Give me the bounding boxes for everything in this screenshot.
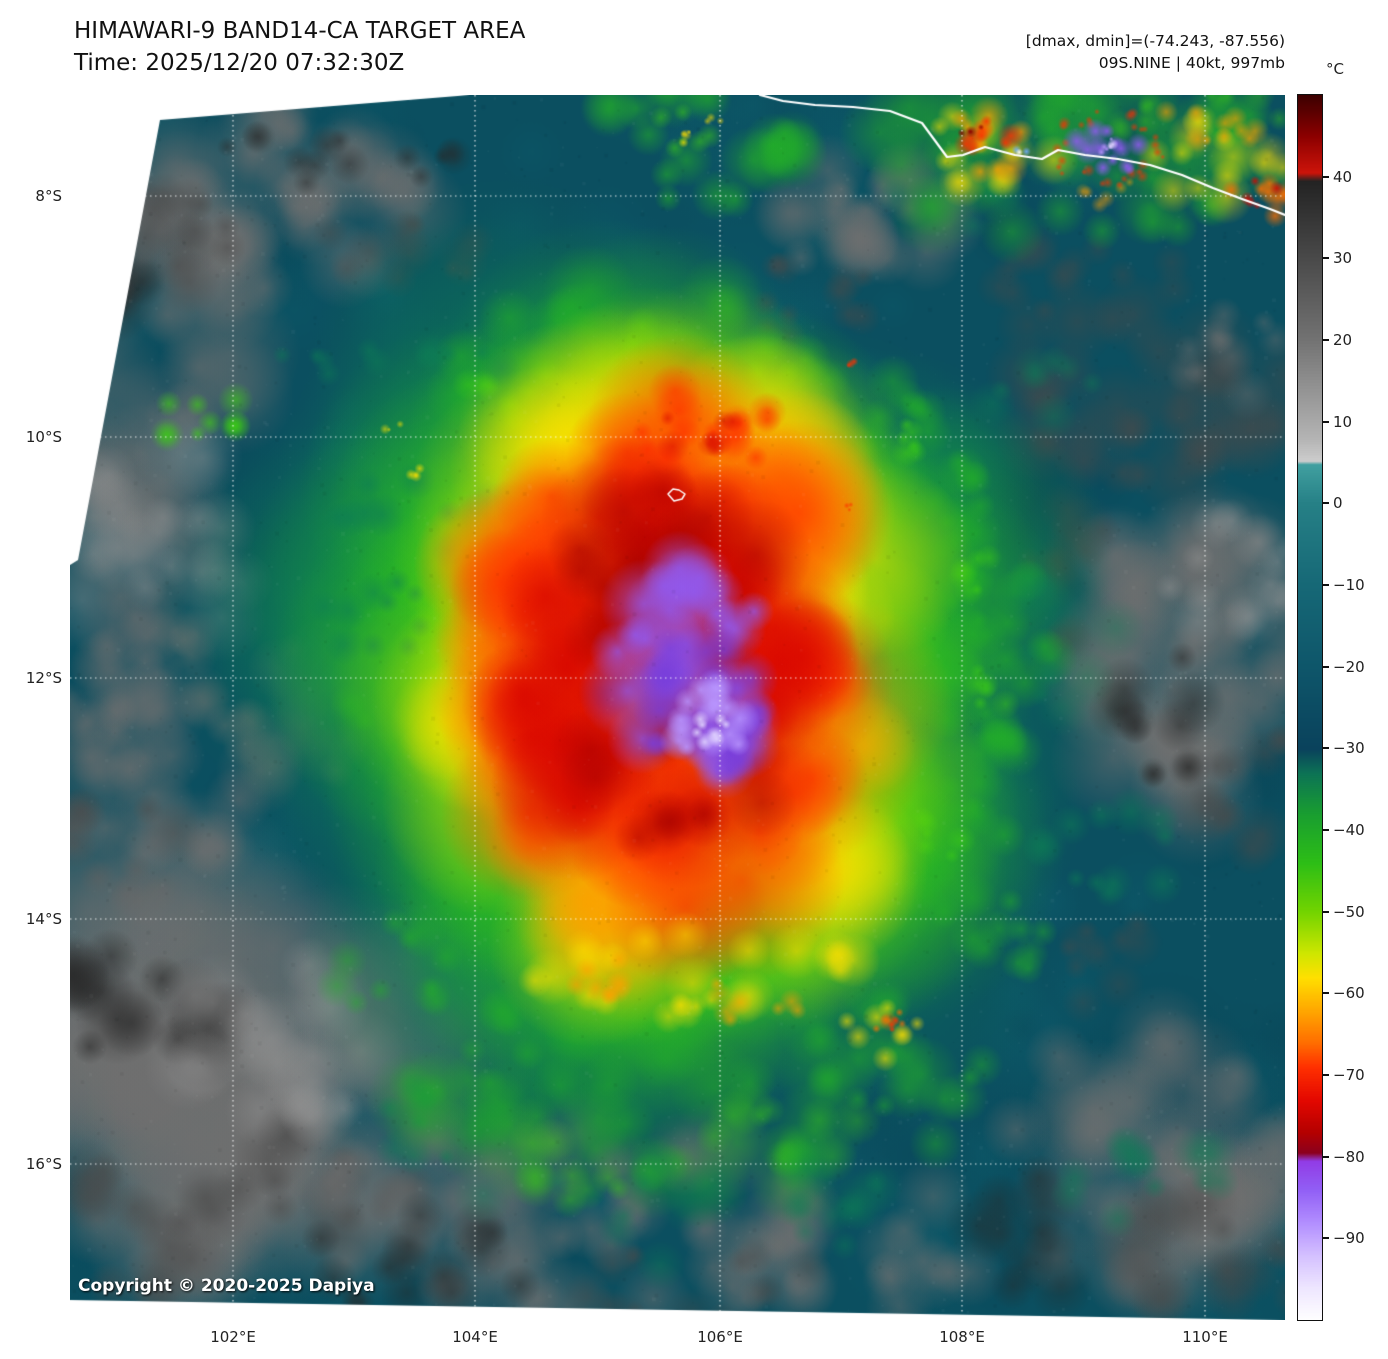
lon-label-108e: 108°E (939, 1328, 985, 1346)
colorbar-tick-label: 0 (1333, 494, 1343, 512)
colorbar-tick-label: 20 (1333, 331, 1353, 349)
colorbar-tick (1323, 176, 1329, 178)
colorbar-tick (1323, 1237, 1329, 1239)
colorbar-tick (1323, 502, 1329, 504)
satellite-map-canvas (70, 95, 1285, 1320)
satellite-map: Copyright © 2020-2025 Dapiya (70, 95, 1285, 1320)
storm-readout: 09S.NINE | 40kt, 997mb (1098, 54, 1285, 72)
page-title: HIMAWARI-9 BAND14-CA TARGET AREA (74, 18, 526, 44)
lon-label-102e: 102°E (210, 1328, 256, 1346)
colorbar (1297, 94, 1323, 1321)
colorbar-tick (1323, 992, 1329, 994)
colorbar-tick (1323, 829, 1329, 831)
colorbar-tick-label: 10 (1333, 413, 1353, 431)
colorbar-unit-label: °C (1326, 60, 1344, 78)
colorbar-tick-label: 40 (1333, 168, 1353, 186)
lon-label-110e: 110°E (1182, 1328, 1228, 1346)
lat-label-10s: 10°S (25, 428, 62, 446)
dmax-dmin-readout: [dmax, dmin]=(-74.243, -87.556) (1025, 32, 1285, 50)
colorbar-tick (1323, 339, 1329, 341)
colorbar-tick-label: −10 (1333, 576, 1365, 594)
lat-label-8s: 8°S (35, 187, 62, 205)
colorbar-tick (1323, 1156, 1329, 1158)
colorbar-tick (1323, 584, 1329, 586)
colorbar-tick (1323, 666, 1329, 668)
colorbar-canvas (1298, 95, 1322, 1320)
lat-label-16s: 16°S (25, 1155, 62, 1173)
colorbar-tick-label: −30 (1333, 739, 1365, 757)
lat-label-12s: 12°S (25, 669, 62, 687)
colorbar-tick-label: −50 (1333, 903, 1365, 921)
colorbar-tick (1323, 257, 1329, 259)
colorbar-tick-label: −80 (1333, 1148, 1365, 1166)
colorbar-tick-label: −20 (1333, 658, 1365, 676)
lon-label-106e: 106°E (697, 1328, 743, 1346)
colorbar-tick-label: −90 (1333, 1229, 1365, 1247)
colorbar-tick-label: −60 (1333, 984, 1365, 1002)
info-panel: [dmax, dmin]=(-74.243, -87.556) 09S.NINE… (1026, 30, 1285, 74)
lat-label-14s: 14°S (25, 910, 62, 928)
colorbar-tick (1323, 421, 1329, 423)
copyright-watermark: Copyright © 2020-2025 Dapiya (78, 1276, 375, 1296)
colorbar-tick (1323, 1074, 1329, 1076)
timestamp: Time: 2025/12/20 07:32:30Z (74, 50, 405, 76)
colorbar-tick-label: −70 (1333, 1066, 1365, 1084)
colorbar-tick (1323, 911, 1329, 913)
colorbar-tick-label: 30 (1333, 249, 1353, 267)
colorbar-tick (1323, 747, 1329, 749)
colorbar-tick-label: −40 (1333, 821, 1365, 839)
lon-label-104e: 104°E (452, 1328, 498, 1346)
